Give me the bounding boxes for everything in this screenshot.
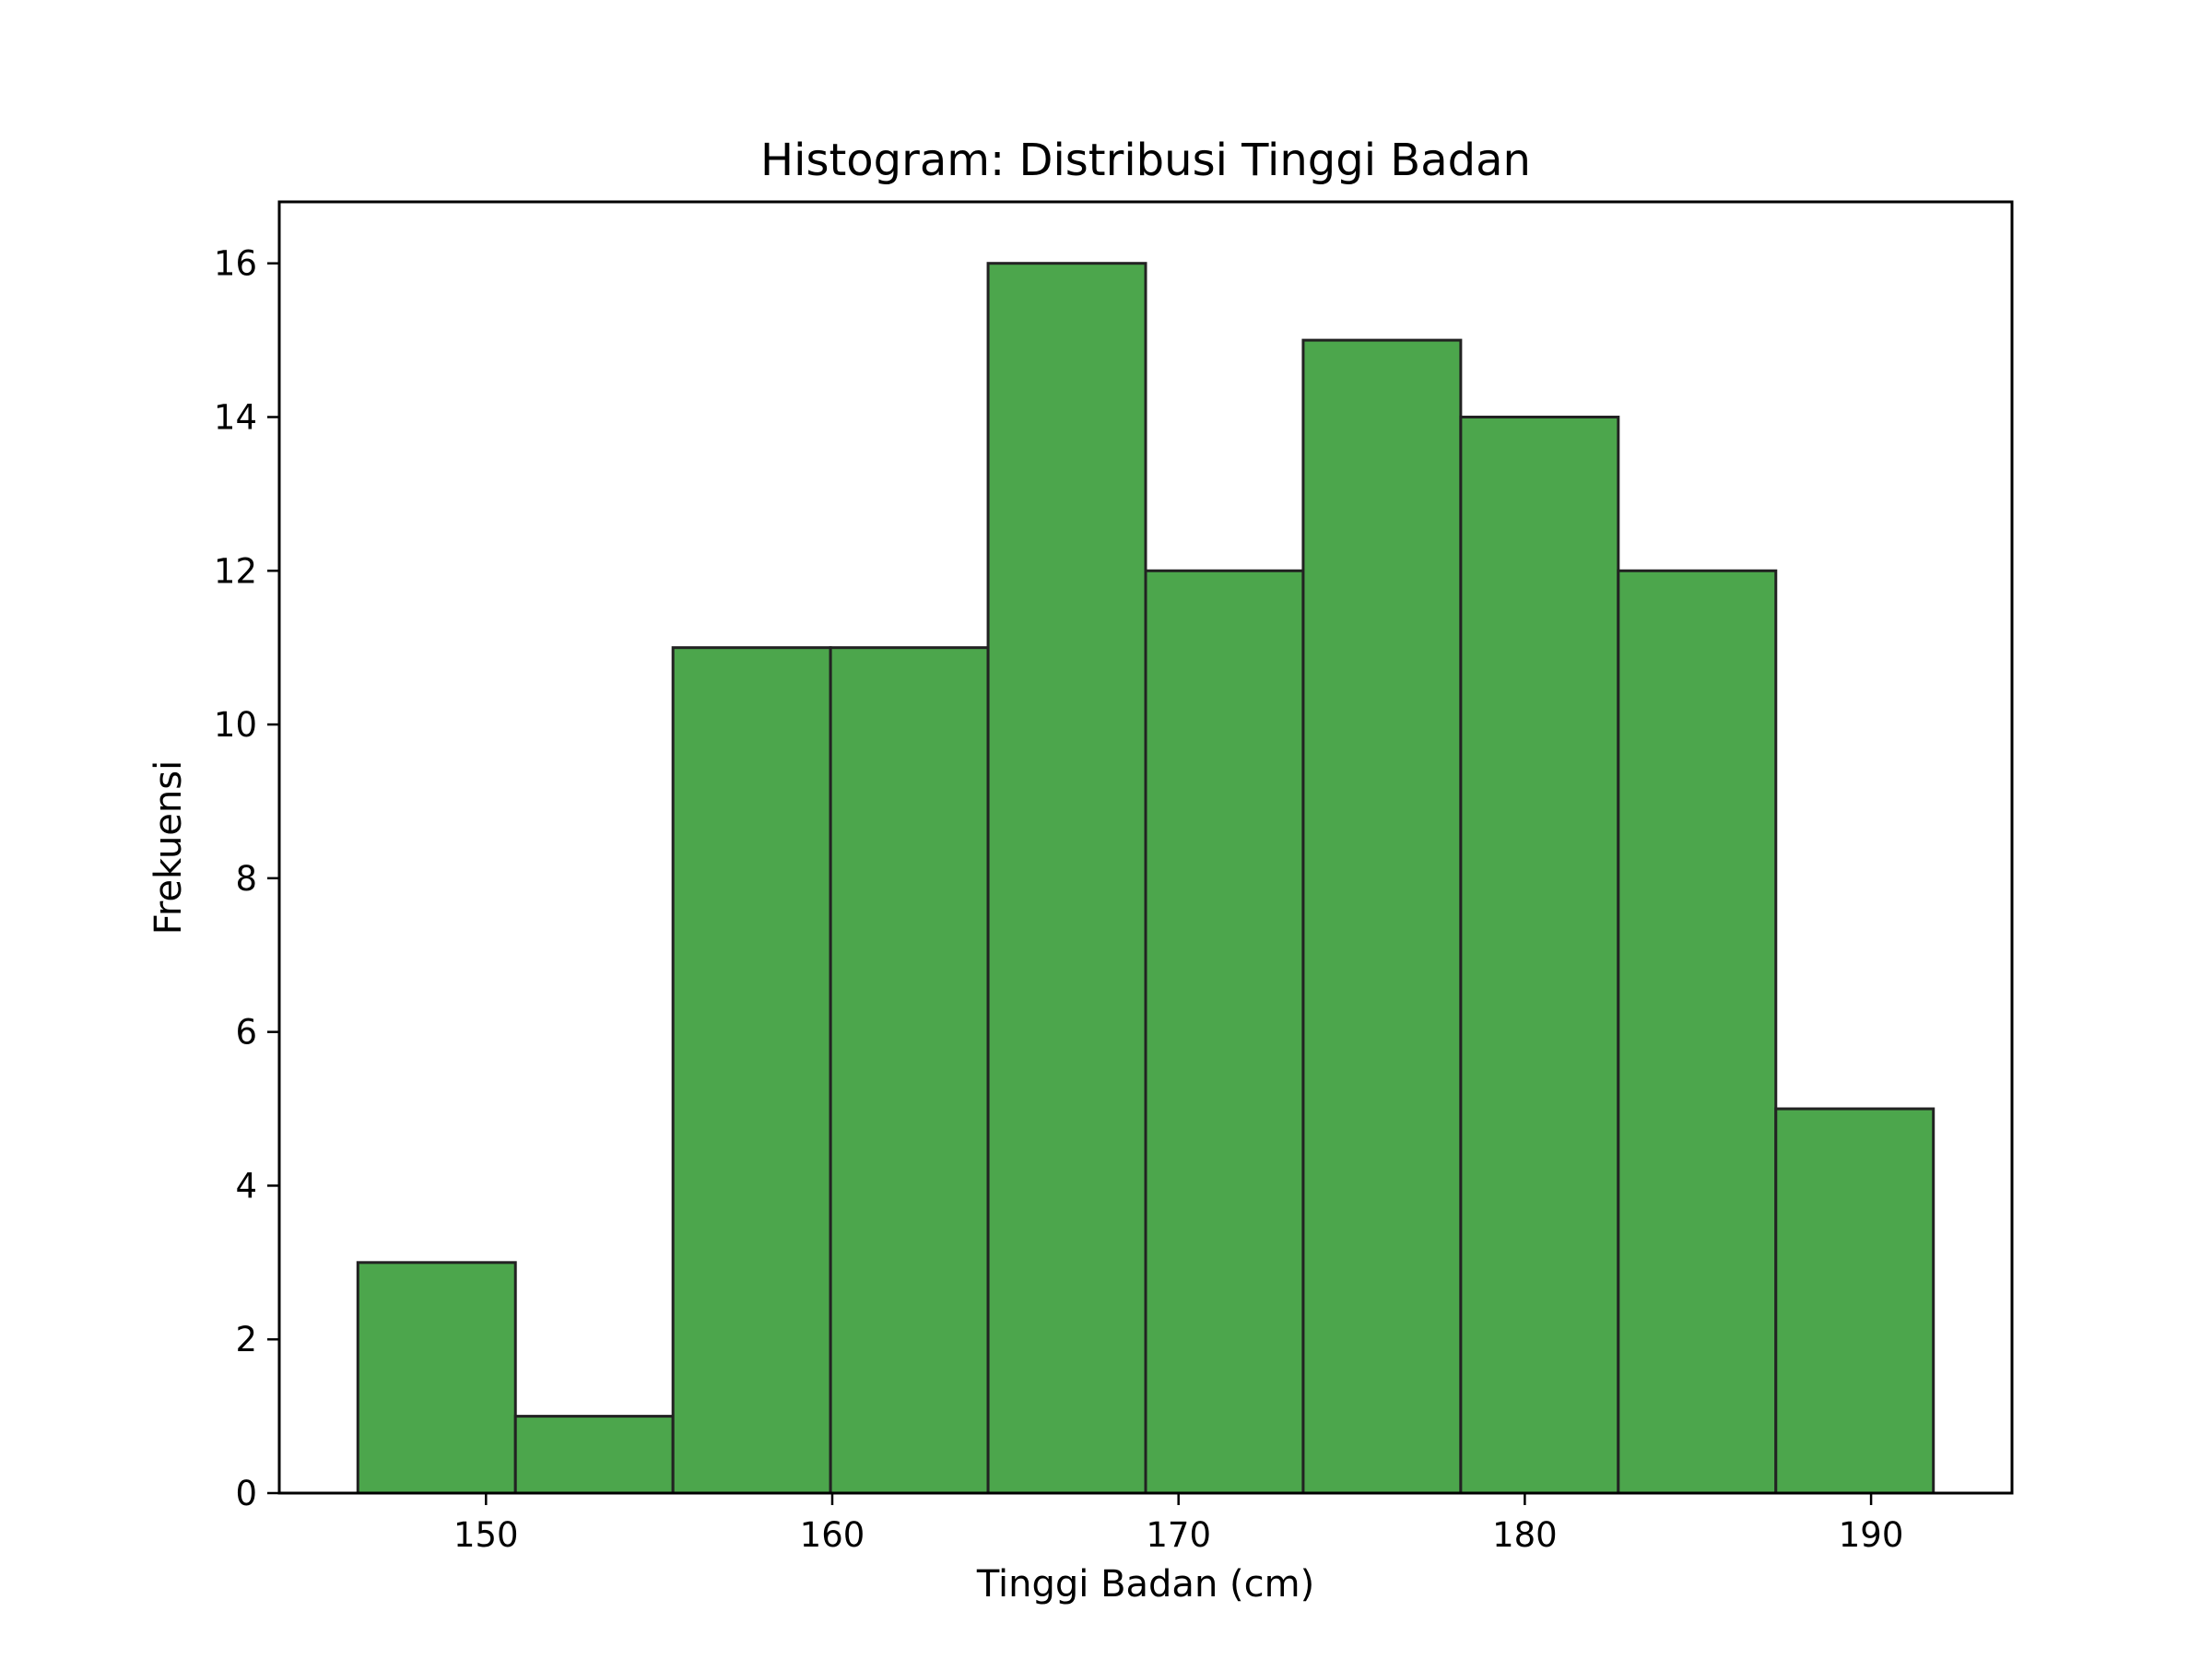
bars-group: [356, 262, 1936, 1495]
y-tick-label: 2: [235, 1320, 257, 1359]
x-tick-label: 190: [1839, 1515, 1904, 1555]
histogram-bar-6: [1144, 569, 1305, 1495]
y-tick-label: 0: [235, 1474, 257, 1513]
histogram-bar-8: [1459, 416, 1620, 1495]
y-tick-label: 16: [214, 244, 257, 284]
y-tick-label: 6: [235, 1013, 257, 1053]
histogram-bar-4: [829, 646, 990, 1495]
x-axis-ticks: 150 160 170 180 190: [453, 1493, 1903, 1555]
chart-title: Histogram: Distribusi Tinggi Badan: [760, 135, 1531, 186]
x-tick-label: 150: [453, 1515, 519, 1555]
y-axis-label: Frekuensi: [147, 760, 190, 935]
x-tick-label: 170: [1146, 1515, 1211, 1555]
y-tick-label: 10: [214, 705, 257, 745]
histogram-bar-10: [1774, 1107, 1936, 1495]
histogram-bar-3: [671, 646, 832, 1495]
x-tick-label: 160: [800, 1515, 865, 1555]
histogram-bar-9: [1617, 569, 1778, 1495]
histogram-bar-7: [1301, 338, 1463, 1495]
axes-frame: [277, 200, 2014, 1495]
y-tick-label: 4: [235, 1166, 257, 1206]
histogram-bar-2: [513, 1415, 675, 1495]
y-tick-label: 14: [214, 398, 257, 438]
y-tick-label: 8: [235, 859, 257, 899]
histogram-bar-5: [986, 262, 1147, 1495]
histogram-bar-1: [356, 1261, 517, 1495]
y-axis-ticks: 0 2 4 6 8 10 12 14 16: [214, 244, 279, 1513]
x-axis-label: Tinggi Badan (cm): [976, 1563, 1314, 1606]
y-tick-label: 12: [214, 551, 257, 591]
x-tick-label: 180: [1492, 1515, 1558, 1555]
